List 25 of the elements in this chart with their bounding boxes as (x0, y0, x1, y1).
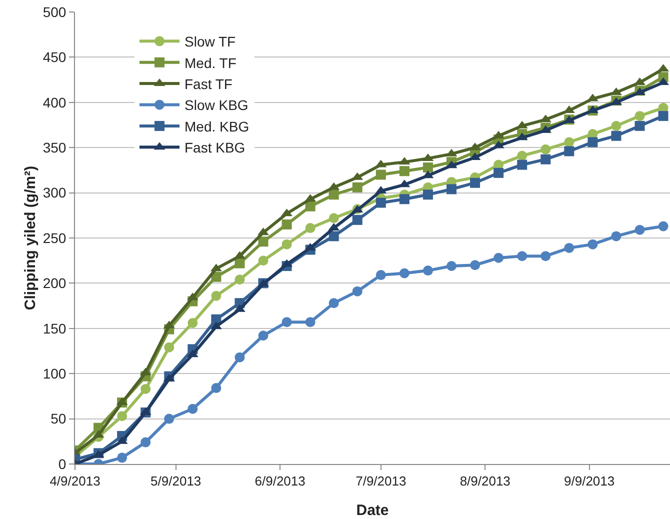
x-tick-label: 6/9/2013 (254, 474, 306, 489)
legend-label: Fast KBG (184, 140, 246, 156)
x-tick-label: 4/9/2013 (50, 474, 100, 489)
x-tick-label: 8/9/2013 (460, 474, 510, 489)
y-tick-label: 350 (42, 140, 66, 156)
x-axis-title: Date (356, 502, 389, 519)
x-tick-label: 5/9/2013 (150, 474, 202, 489)
y-tick-label: 0 (58, 456, 66, 472)
legend-label: Fast TF (184, 76, 232, 92)
y-tick-label: 450 (42, 49, 66, 66)
y-tick-label: 50 (50, 410, 66, 427)
x-tick-label: 9/9/2013 (564, 474, 615, 489)
y-tick-label: 250 (42, 230, 66, 246)
y-tick-label: 150 (42, 320, 66, 336)
y-tick-label: 200 (42, 275, 66, 292)
legend-label: Slow TF (184, 34, 236, 50)
y-tick-label: 400 (42, 94, 66, 110)
x-tick-label: 7/9/2013 (356, 474, 406, 489)
legend-label: Med. TF (184, 54, 236, 71)
y-axis-title: Clipping yiled (g/m²) (22, 166, 39, 310)
y-tick-label: 300 (42, 184, 66, 201)
y-tick-label: 500 (42, 4, 66, 20)
y-tick-label: 100 (42, 366, 66, 382)
legend-label: Med. KBG (184, 118, 250, 134)
legend-label: Slow KBG (184, 97, 248, 114)
